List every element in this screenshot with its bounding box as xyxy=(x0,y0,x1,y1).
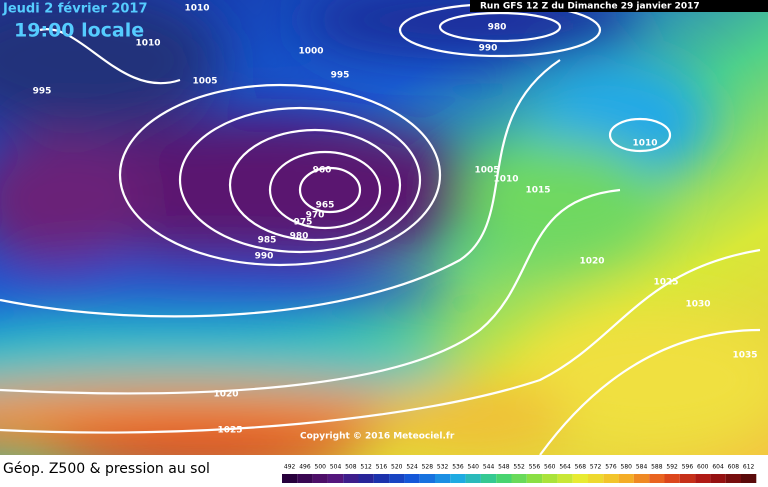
scale-swatch xyxy=(450,474,466,483)
scale-swatch xyxy=(633,474,650,483)
scale-swatch xyxy=(710,474,726,483)
scale-label: 540 xyxy=(468,464,480,471)
isobar-label: 1020 xyxy=(213,390,238,400)
scale-label: 588 xyxy=(651,464,663,471)
scale-swatch xyxy=(526,474,543,483)
scale-swatch xyxy=(435,474,451,483)
isobar-label: 1020 xyxy=(579,257,604,267)
isobar-label: 1010 xyxy=(632,139,657,149)
scale-swatch xyxy=(480,474,497,483)
isobar-label: 980 xyxy=(290,232,309,242)
isobar-label: 965 xyxy=(316,201,335,211)
isobar-label: 970 xyxy=(306,211,325,221)
scale-label: 496 xyxy=(299,464,311,471)
isobars xyxy=(0,2,761,456)
isobar-label: 1010 xyxy=(184,4,209,14)
isobar-label: 1015 xyxy=(525,186,550,196)
scale-label: 532 xyxy=(437,464,449,471)
scale-swatch xyxy=(679,474,696,483)
scale-swatch xyxy=(297,474,313,483)
scale-label: 528 xyxy=(422,464,434,471)
scale-label: 596 xyxy=(682,464,694,471)
scale-swatch xyxy=(725,474,741,483)
scale-label: 544 xyxy=(483,464,495,471)
scale-label: 600 xyxy=(697,464,709,471)
run-info: Run GFS 12 Z du Dimanche 29 janvier 2017 xyxy=(480,2,700,12)
isobar-label: 1000 xyxy=(298,47,323,57)
scale-swatch xyxy=(588,474,604,483)
scale-swatch xyxy=(389,474,405,483)
isobar-label: 990 xyxy=(479,44,498,54)
isobar-label: 985 xyxy=(258,236,277,246)
scale-label: 500 xyxy=(315,464,327,471)
scale-swatch xyxy=(419,474,435,483)
scale-label: 568 xyxy=(575,464,587,471)
isobar-label: 1005 xyxy=(192,77,217,87)
scale-swatch xyxy=(465,474,481,483)
isobar-label: 990 xyxy=(255,252,274,262)
scale-label: 508 xyxy=(345,464,357,471)
scale-swatch xyxy=(557,474,573,483)
background xyxy=(0,0,768,475)
isobar-label: 1035 xyxy=(732,351,757,361)
isobar-label: 1025 xyxy=(653,278,678,288)
date: Jeudi 2 février 2017 xyxy=(2,2,148,17)
scale-swatch xyxy=(695,474,711,483)
scale-label: 572 xyxy=(590,464,602,471)
scale-swatch xyxy=(741,474,757,483)
isobar-label: 1025 xyxy=(217,426,242,436)
scale-swatch xyxy=(496,474,512,483)
scale-swatch xyxy=(404,474,420,483)
scale-label: 548 xyxy=(498,464,510,471)
isobar-label: 960 xyxy=(313,166,332,176)
isobar-label: 1030 xyxy=(685,300,710,310)
copyright: Copyright © 2016 Meteociel.fr xyxy=(300,432,455,442)
footer-title: Géop. Z500 & pression au sol xyxy=(3,461,210,477)
time: 19:00 locale xyxy=(14,20,144,42)
scale-label: 608 xyxy=(728,464,740,471)
scale-swatch xyxy=(327,474,344,483)
scale-label: 516 xyxy=(376,464,388,471)
scale-label: 556 xyxy=(529,464,541,471)
scale-swatch xyxy=(664,474,680,483)
scale-label: 612 xyxy=(743,464,755,471)
scale-swatch xyxy=(618,474,634,483)
scale-label: 592 xyxy=(666,464,678,471)
scale-swatch xyxy=(649,474,665,483)
scale-swatch xyxy=(603,474,619,483)
scale-label: 520 xyxy=(391,464,403,471)
scale-label: 536 xyxy=(452,464,464,471)
scale-swatch xyxy=(572,474,588,483)
scale-label: 552 xyxy=(513,464,525,471)
scale-label: 504 xyxy=(330,464,342,471)
scale-swatch xyxy=(358,474,374,483)
scale-label: 512 xyxy=(360,464,372,471)
scale-label: 524 xyxy=(406,464,418,471)
isobar-label: 1005 xyxy=(474,166,499,176)
scale-label: 604 xyxy=(712,464,724,471)
isobar-label: 995 xyxy=(331,71,350,81)
scale-swatch xyxy=(511,474,527,483)
isobar-label: 1010 xyxy=(135,39,160,49)
scale-swatch xyxy=(312,474,328,483)
scale-label: 560 xyxy=(544,464,556,471)
isobar-label: 980 xyxy=(488,23,507,33)
isobar-label: 975 xyxy=(294,218,313,228)
isobar-label: 1010 xyxy=(493,175,518,185)
scale-label: 584 xyxy=(636,464,648,471)
scale-label: 564 xyxy=(559,464,571,471)
scale-label: 576 xyxy=(605,464,617,471)
isobar-label: 995 xyxy=(33,87,52,97)
scale-label: 580 xyxy=(621,464,633,471)
scale-swatch xyxy=(282,474,298,483)
scale-label: 492 xyxy=(284,464,296,471)
run-box xyxy=(470,0,768,12)
scale-swatch xyxy=(542,474,558,483)
scale-swatch xyxy=(343,474,359,483)
scale-swatch xyxy=(373,474,390,483)
